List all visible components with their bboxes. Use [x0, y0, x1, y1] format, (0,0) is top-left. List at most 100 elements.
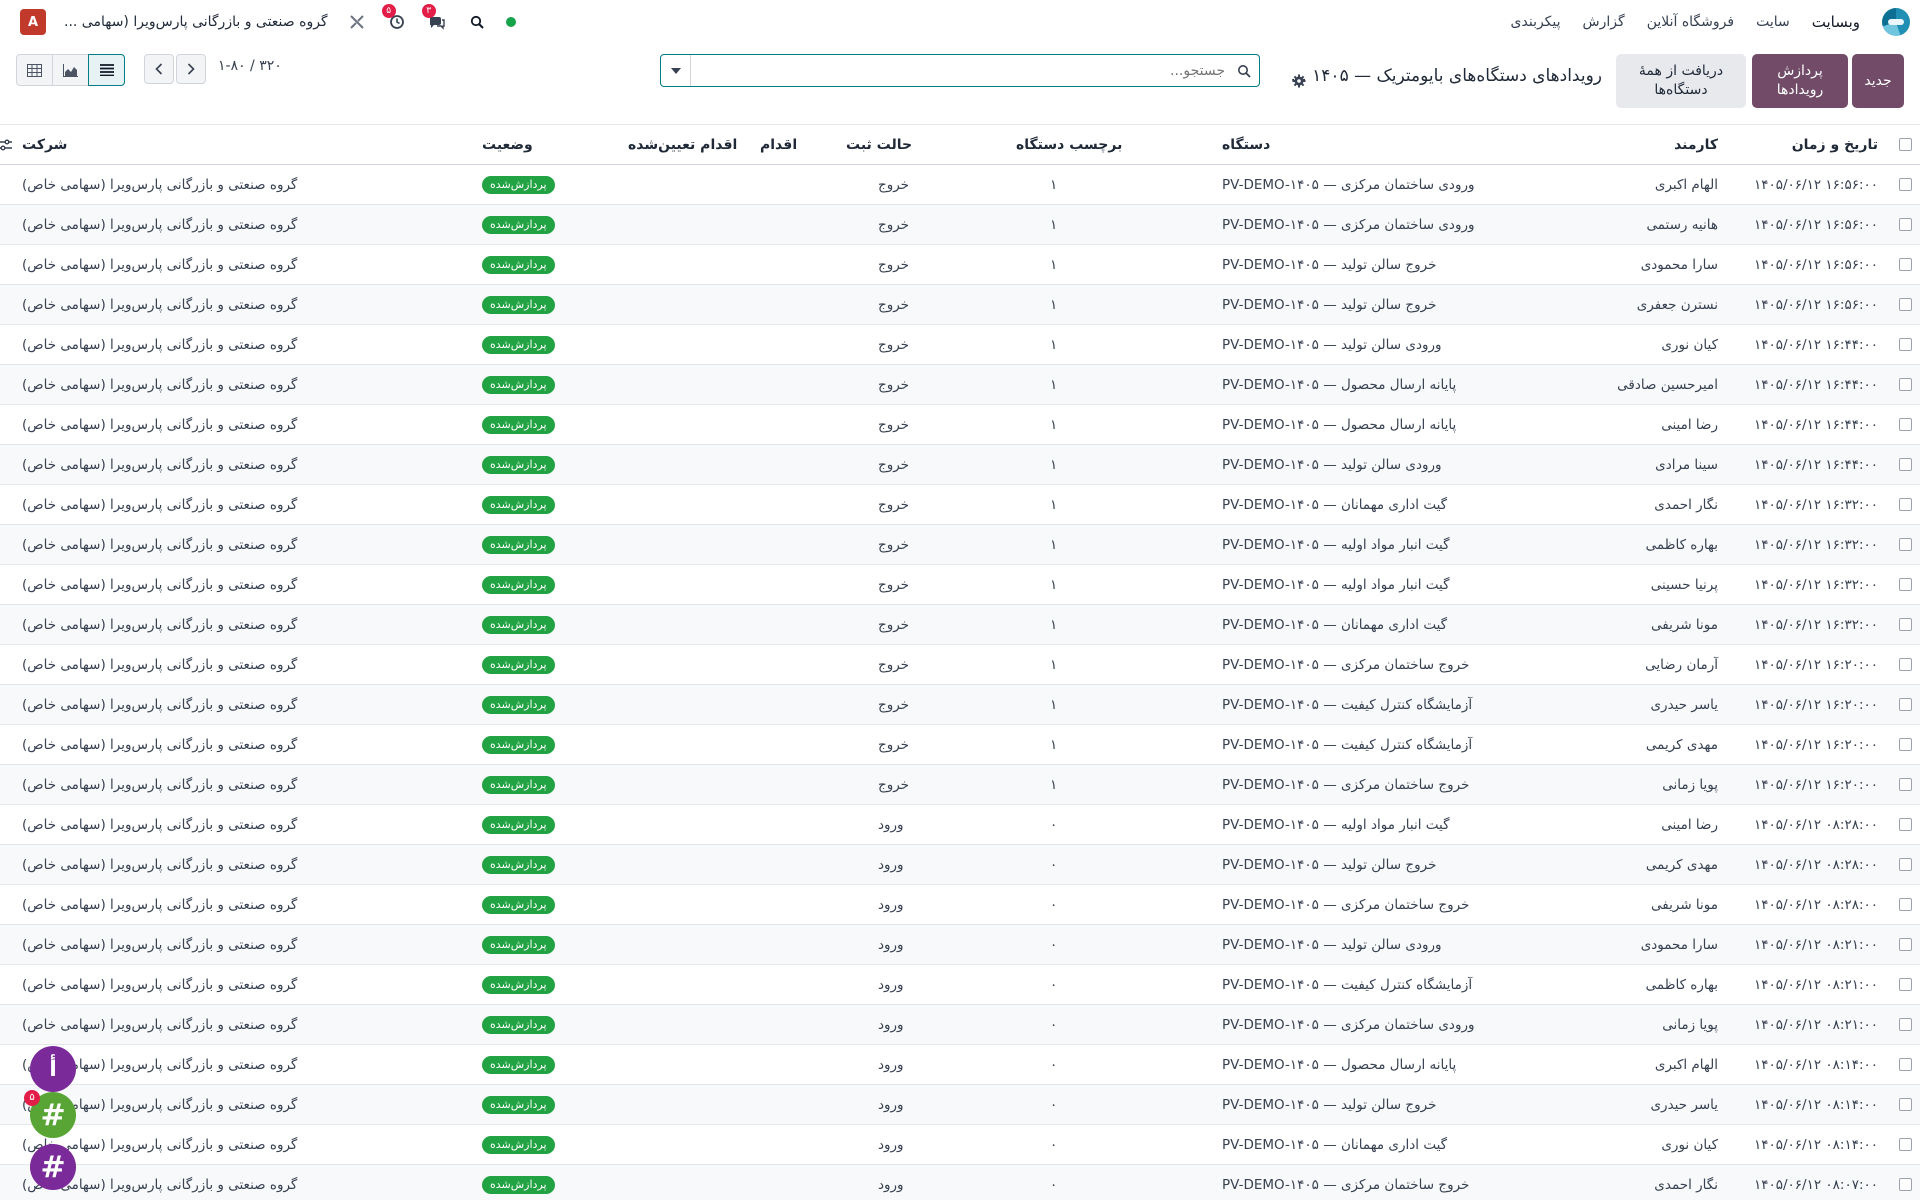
- messages-icon[interactable]: ۳: [421, 4, 448, 33]
- table-row[interactable]: ۱۴۰۵/۰۶/۱۲ ۰۸:۱۴:۰۰ کیان نوری گیت اداری مه…: [0, 1124, 1920, 1165]
- search-icon[interactable]: [1229, 64, 1259, 78]
- table-row[interactable]: ۱۴۰۵/۰۶/۱۲ ۱۶:۲۰:۰۰ مهدی کریمی آزمایشگاه ک…: [0, 724, 1920, 765]
- table-row[interactable]: ۱۴۰۵/۰۶/۱۲ ۱۶:۲۰:۰۰ یاسر حیدری آزمایشگاه ک…: [0, 684, 1920, 725]
- cell-punch-state: ورود: [838, 924, 1008, 965]
- row-checkbox[interactable]: [1899, 458, 1912, 471]
- row-checkbox[interactable]: [1899, 938, 1912, 951]
- table-row[interactable]: ۱۴۰۵/۰۶/۱۲ ۱۶:۳۲:۰۰ بهاره کاظمی گیت انبار …: [0, 524, 1920, 565]
- pager-previous-button[interactable]: [144, 54, 174, 84]
- app-name[interactable]: وبسایت: [1811, 13, 1860, 31]
- activity-clock-icon[interactable]: ۵: [381, 4, 408, 33]
- table-row[interactable]: ۱۴۰۵/۰۶/۱۲ ۱۶:۳۲:۰۰ مونا شریفی گیت اداری م…: [0, 604, 1920, 645]
- row-checkbox[interactable]: [1899, 1178, 1912, 1191]
- table-row[interactable]: ۱۴۰۵/۰۶/۱۲ ۱۶:۵۶:۰۰ هانیه رستمی ورودی ساخت…: [0, 204, 1920, 245]
- row-checkbox[interactable]: [1899, 738, 1912, 751]
- table-row[interactable]: ۱۴۰۵/۰۶/۱۲ ۱۶:۴۴:۰۰ کیان نوری ورودی سالن ت…: [0, 324, 1920, 365]
- area-chart-icon: [63, 63, 78, 77]
- cell-device: گیت انبار مواد اولیه — PV-DEMO-۱۴۰۵: [1214, 564, 1598, 605]
- table-row[interactable]: ۱۴۰۵/۰۶/۱۲ ۱۶:۴۴:۰۰ رضا امینی پایانه ارسال…: [0, 404, 1920, 445]
- row-checkbox[interactable]: [1899, 258, 1912, 271]
- row-checkbox[interactable]: [1899, 498, 1912, 511]
- row-checkbox[interactable]: [1899, 178, 1912, 191]
- table-row[interactable]: ۱۴۰۵/۰۶/۱۲ ۱۶:۳۲:۰۰ پرنیا حسینی گیت انبار …: [0, 564, 1920, 605]
- col-header-action[interactable]: اقدام: [752, 124, 838, 165]
- column-settings-icon[interactable]: [0, 134, 16, 156]
- col-header-employee[interactable]: کارمند: [1598, 124, 1726, 165]
- menu-item-configuration[interactable]: پیکربندی: [1510, 14, 1561, 30]
- row-checkbox[interactable]: [1899, 978, 1912, 991]
- search-input[interactable]: [691, 55, 1229, 86]
- row-checkbox[interactable]: [1899, 1058, 1912, 1071]
- row-checkbox[interactable]: [1899, 818, 1912, 831]
- menu-item-report[interactable]: گزارش: [1582, 14, 1625, 30]
- menu-item-online-shop[interactable]: فروشگاه آنلاین: [1646, 14, 1735, 30]
- row-checkbox[interactable]: [1899, 858, 1912, 871]
- pager-next-button[interactable]: [176, 54, 206, 84]
- table-row[interactable]: ۱۴۰۵/۰۶/۱۲ ۱۶:۵۶:۰۰ الهام اکبری ورودی ساخت…: [0, 164, 1920, 205]
- col-header-company[interactable]: شرکت: [14, 124, 474, 165]
- row-checkbox[interactable]: [1899, 378, 1912, 391]
- table-row[interactable]: ۱۴۰۵/۰۶/۱۲ ۱۶:۴۴:۰۰ سینا مرادی ورودی سالن …: [0, 444, 1920, 485]
- row-checkbox[interactable]: [1899, 338, 1912, 351]
- select-all-checkbox[interactable]: [1899, 138, 1912, 151]
- graph-view-button[interactable]: [52, 54, 89, 86]
- table-row[interactable]: ۱۴۰۵/۰۶/۱۲ ۰۸:۰۷:۰۰ نگار احمدی خروج ساختما…: [0, 1164, 1920, 1200]
- table-row[interactable]: ۱۴۰۵/۰۶/۱۲ ۰۸:۲۸:۰۰ مهدی کریمی خروج سالن ت…: [0, 844, 1920, 885]
- col-header-datetime[interactable]: تاریخ و زمان: [1726, 124, 1886, 165]
- table-row[interactable]: ۱۴۰۵/۰۶/۱۲ ۱۶:۳۲:۰۰ نگار احمدی گیت اداری م…: [0, 484, 1920, 525]
- col-header-device[interactable]: دستگاه: [1214, 124, 1598, 165]
- row-checkbox[interactable]: [1899, 658, 1912, 671]
- row-checkbox[interactable]: [1899, 778, 1912, 791]
- table-row[interactable]: ۱۴۰۵/۰۶/۱۲ ۰۸:۲۸:۰۰ رضا امینی گیت انبار مو…: [0, 804, 1920, 845]
- table-row[interactable]: ۱۴۰۵/۰۶/۱۲ ۱۶:۵۶:۰۰ نسترن جعفری خروج سالن …: [0, 284, 1920, 325]
- gear-icon[interactable]: [1288, 70, 1310, 92]
- col-header-assigned-action[interactable]: اقدام تعیین‌شده: [620, 124, 752, 165]
- col-header-punch-state[interactable]: حالت ثبت: [838, 124, 1008, 165]
- pivot-view-button[interactable]: [16, 54, 53, 86]
- row-checkbox[interactable]: [1899, 1098, 1912, 1111]
- row-checkbox[interactable]: [1899, 418, 1912, 431]
- table-row[interactable]: ۱۴۰۵/۰۶/۱۲ ۱۶:۲۰:۰۰ آرمان رضایی خروج ساختم…: [0, 644, 1920, 685]
- table-row[interactable]: ۱۴۰۵/۰۶/۱۲ ۰۸:۲۱:۰۰ پویا زمانی ورودی ساختم…: [0, 1004, 1920, 1045]
- col-header-status[interactable]: وضعیت: [474, 124, 620, 165]
- menu-item-site[interactable]: سایت: [1756, 14, 1790, 30]
- row-checkbox[interactable]: [1899, 618, 1912, 631]
- debug-tools-icon[interactable]: [346, 11, 368, 33]
- app-logo-icon[interactable]: [1882, 8, 1910, 36]
- company-switcher[interactable]: گروه صنعتی و بازرگانی پارس‌ویرا (سهامی .…: [64, 14, 328, 30]
- cell-status: پردازش‌شده: [474, 364, 620, 405]
- table-row[interactable]: ۱۴۰۵/۰۶/۱۲ ۱۶:۵۶:۰۰ سارا محمودی خروج سالن …: [0, 244, 1920, 285]
- page-title: رویدادهای دستگاه‌های بایومتریک — ۱۴۰۵ ..…: [1290, 66, 1602, 86]
- row-checkbox[interactable]: [1899, 698, 1912, 711]
- table-row[interactable]: ۱۴۰۵/۰۶/۱۲ ۱۶:۴۴:۰۰ امیرحسین صادقی پایانه …: [0, 364, 1920, 405]
- row-checkbox[interactable]: [1899, 1138, 1912, 1151]
- table-row[interactable]: ۱۴۰۵/۰۶/۱۲ ۰۸:۲۸:۰۰ مونا شریفی خروج ساختما…: [0, 884, 1920, 925]
- chat-bubble-channel-2[interactable]: #: [30, 1144, 76, 1190]
- user-avatar[interactable]: A: [20, 9, 46, 35]
- pager-value[interactable]: ۱-۸۰ / ۳۲۰: [218, 58, 282, 74]
- row-checkbox[interactable]: [1899, 578, 1912, 591]
- table-row[interactable]: ۱۴۰۵/۰۶/۱۲ ۰۸:۲۱:۰۰ سارا محمودی ورودی سالن…: [0, 924, 1920, 965]
- chat-bubble-user[interactable]: أ: [30, 1046, 76, 1092]
- row-checkbox[interactable]: [1899, 298, 1912, 311]
- process-events-button[interactable]: پردازش رویدادها: [1752, 54, 1848, 108]
- cell-device-label: ۱: [1008, 484, 1214, 525]
- search-icon[interactable]: [466, 11, 488, 33]
- cell-device: پایانه ارسال محصول — PV-DEMO-۱۴۰۵: [1214, 1044, 1598, 1085]
- row-checkbox[interactable]: [1899, 538, 1912, 551]
- cell-spacer: [0, 964, 14, 1005]
- row-checkbox[interactable]: [1899, 898, 1912, 911]
- cell-assigned-action: [620, 404, 752, 445]
- table-row[interactable]: ۱۴۰۵/۰۶/۱۲ ۰۸:۱۴:۰۰ یاسر حیدری خروج سالن ت…: [0, 1084, 1920, 1125]
- col-header-device-label[interactable]: برچسب دستگاه: [1008, 124, 1214, 165]
- table-row[interactable]: ۱۴۰۵/۰۶/۱۲ ۰۸:۱۴:۰۰ الهام اکبری پایانه ارس…: [0, 1044, 1920, 1085]
- table-row[interactable]: ۱۴۰۵/۰۶/۱۲ ۱۶:۲۰:۰۰ پویا زمانی خروج ساختما…: [0, 764, 1920, 805]
- row-checkbox[interactable]: [1899, 218, 1912, 231]
- fetch-all-devices-button[interactable]: دریافت از همهٔ دستگاه‌ها: [1616, 54, 1746, 108]
- cell-employee: یاسر حیدری: [1598, 684, 1726, 725]
- row-checkbox[interactable]: [1899, 1018, 1912, 1031]
- new-button[interactable]: جدید: [1852, 54, 1904, 108]
- table-row[interactable]: ۱۴۰۵/۰۶/۱۲ ۰۸:۲۱:۰۰ بهاره کاظمی آزمایشگاه …: [0, 964, 1920, 1005]
- list-view-button[interactable]: [88, 54, 125, 86]
- search-options-dropdown[interactable]: [661, 55, 691, 86]
